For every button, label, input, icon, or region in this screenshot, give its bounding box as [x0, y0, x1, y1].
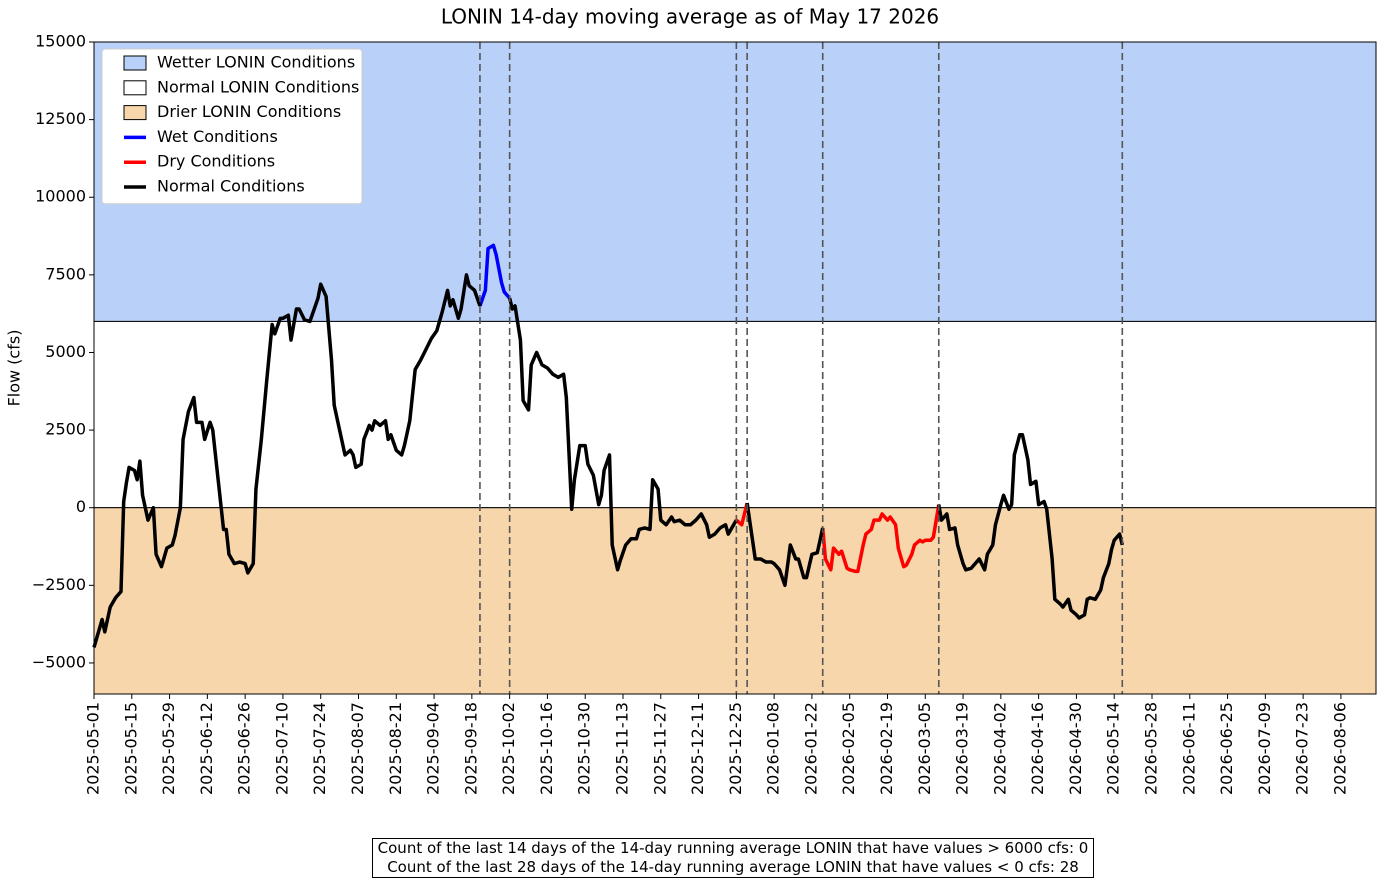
x-tick-label: 2026-04-16: [1028, 702, 1047, 795]
legend-patch: [123, 105, 147, 121]
x-tick-label: 2025-05-15: [121, 702, 140, 795]
x-tick-label: 2026-07-09: [1255, 702, 1274, 795]
condition-band: [93, 507, 1377, 695]
x-tick-label: 2026-06-11: [1179, 702, 1198, 795]
annotation: Count of the last 28 days of the 14-day …: [387, 858, 1079, 876]
x-tick-label: 2026-03-19: [953, 702, 972, 795]
plot-frame: [93, 41, 1377, 695]
x-tick-label: 2025-10-30: [575, 702, 594, 795]
series-line: [478, 243, 511, 307]
y-axis-label: Flow (cfs): [5, 330, 24, 407]
x-tick-label: 2026-04-30: [1066, 702, 1085, 795]
y-tick-label: −2500: [32, 575, 86, 594]
x-tick-label: 2026-06-25: [1217, 702, 1236, 795]
y-tick-label: 12500: [35, 109, 86, 128]
x-tick-label: 2025-09-18: [461, 702, 480, 795]
x-tick-label: 2026-01-08: [764, 702, 783, 795]
x-tick-label: 2025-08-07: [348, 702, 367, 795]
legend-box: [101, 48, 363, 205]
series-line: [735, 502, 941, 574]
legend-label: Wet Conditions: [157, 127, 278, 146]
y-tick-label: 7500: [45, 264, 86, 283]
y-tick-label: −5000: [32, 652, 86, 671]
x-tick-label: 2025-07-10: [272, 702, 291, 795]
legend-label: Dry Conditions: [157, 152, 275, 171]
chart: LONIN 14-day moving average as of May 17…: [5, 5, 1377, 795]
legend-label: Drier LONIN Conditions: [157, 102, 341, 121]
x-tick-label: 2025-11-27: [650, 702, 669, 795]
x-tick-label: 2025-12-25: [726, 702, 745, 795]
x-tick-label: 2025-05-29: [159, 702, 178, 795]
series-line: [92, 273, 1124, 648]
legend-label: Wetter LONIN Conditions: [157, 53, 355, 72]
legend-label: Normal Conditions: [157, 177, 305, 196]
chart-title: LONIN 14-day moving average as of May 17…: [441, 5, 939, 29]
x-tick-label: 2025-12-11: [688, 702, 707, 795]
legend-patch: [123, 55, 147, 71]
x-tick-label: 2026-02-05: [839, 702, 858, 795]
x-tick-label: 2025-09-04: [424, 702, 443, 795]
y-tick-label: 15000: [35, 32, 86, 51]
x-tick-label: 2026-05-14: [1104, 702, 1123, 795]
x-tick-label: 2025-07-24: [310, 702, 329, 795]
y-tick-label: 0: [76, 497, 86, 516]
x-tick-label: 2025-10-02: [499, 702, 518, 795]
legend-label: Normal LONIN Conditions: [157, 77, 359, 96]
legend-patch: [123, 80, 147, 96]
x-tick-label: 2025-10-16: [537, 702, 556, 795]
x-tick-label: 2025-08-21: [386, 702, 405, 795]
x-tick-label: 2025-11-13: [612, 702, 631, 795]
x-tick-label: 2025-05-01: [84, 702, 103, 795]
condition-band: [93, 320, 1377, 509]
x-tick-label: 2026-03-05: [915, 702, 934, 795]
x-tick-label: 2026-07-23: [1293, 702, 1312, 795]
y-tick-label: 2500: [45, 420, 86, 439]
x-tick-label: 2026-08-06: [1330, 702, 1349, 795]
annotation-box: Count of the last 14 days of the 14-day …: [372, 838, 1094, 878]
x-tick-label: 2025-06-26: [235, 702, 254, 795]
x-tick-label: 2025-06-12: [197, 702, 216, 795]
y-tick-label: 10000: [35, 187, 86, 206]
annotation: Count of the last 14 days of the 14-day …: [377, 839, 1089, 857]
y-tick-label: 5000: [45, 342, 86, 361]
x-tick-label: 2026-05-28: [1141, 702, 1160, 795]
x-tick-label: 2026-02-19: [877, 702, 896, 795]
x-tick-label: 2026-04-02: [990, 702, 1009, 795]
x-tick-label: 2026-01-22: [801, 702, 820, 795]
